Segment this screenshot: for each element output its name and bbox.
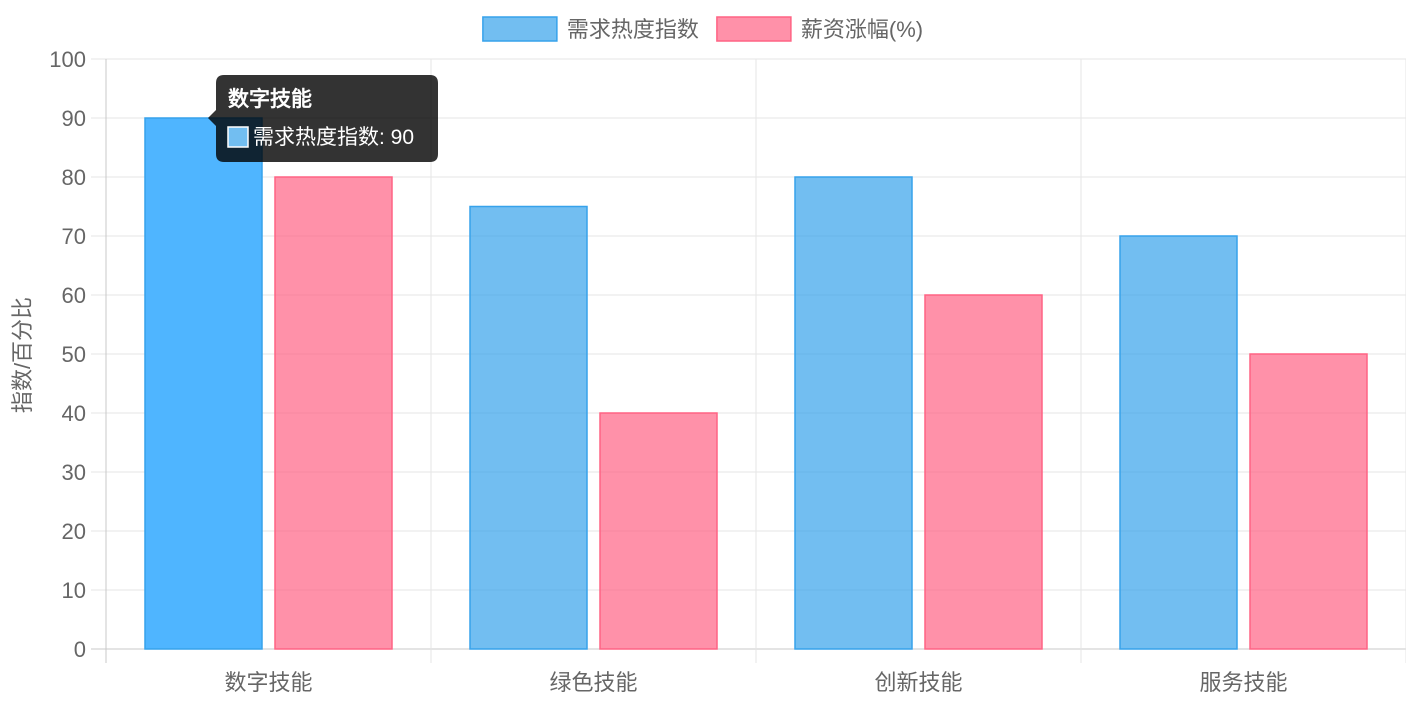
y-tick-label: 90	[62, 106, 86, 131]
legend-label[interactable]: 薪资涨幅(%)	[801, 17, 923, 42]
legend: 需求热度指数 薪资涨幅(%)	[482, 16, 923, 42]
y-tick-label: 80	[62, 165, 86, 190]
bar[interactable]	[599, 412, 718, 650]
tooltip-title: 数字技能	[228, 87, 312, 111]
x-tick-label: 创新技能	[874, 670, 962, 695]
x-tick-label: 绿色技能	[549, 670, 637, 695]
legend-label[interactable]: 需求热度指数	[567, 17, 699, 42]
y-tick-label: 0	[74, 637, 86, 662]
x-tick-label: 数字技能	[224, 670, 312, 695]
legend-swatch[interactable]	[482, 16, 558, 42]
y-tick-label: 40	[62, 401, 86, 426]
bar[interactable]	[924, 294, 1043, 650]
tooltip-label: 需求热度指数: 90	[253, 126, 414, 149]
bars	[144, 117, 1368, 650]
bar[interactable]	[144, 117, 263, 650]
bar[interactable]	[1249, 353, 1368, 650]
x-tick-label: 服务技能	[1199, 670, 1287, 695]
y-tick-label: 100	[49, 47, 86, 72]
bar[interactable]	[469, 205, 588, 650]
y-tick-label: 70	[62, 224, 86, 249]
tooltip-swatch	[227, 126, 249, 148]
bar[interactable]	[794, 176, 913, 650]
y-tick-label: 20	[62, 519, 86, 544]
bar[interactable]	[274, 176, 393, 650]
legend-swatch[interactable]	[716, 16, 792, 42]
tooltip-box	[208, 75, 438, 162]
y-axis-title: 指数/百分比	[10, 297, 35, 413]
y-tick-label: 60	[62, 283, 86, 308]
bar[interactable]	[1119, 235, 1238, 650]
y-tick-label: 10	[62, 578, 86, 603]
y-tick-label: 50	[62, 342, 86, 367]
y-tick-label: 30	[62, 460, 86, 485]
